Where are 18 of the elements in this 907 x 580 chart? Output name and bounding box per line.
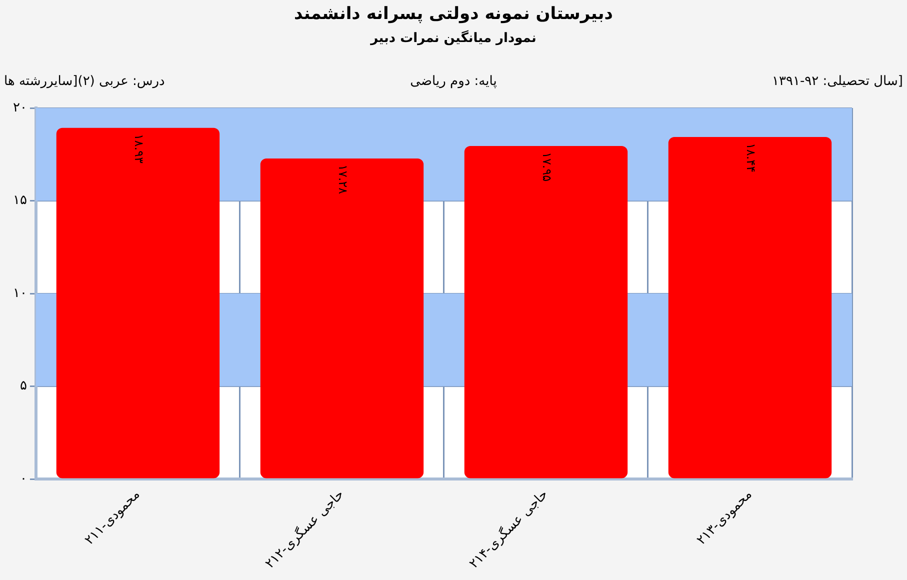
data-label: ۱۸.۹۳: [132, 134, 146, 164]
y-tick-label: ۲۰: [12, 100, 27, 116]
data-label: ۱۸.۴۴: [744, 142, 758, 173]
x-tick-label: محمودی-۲۱۳: [694, 487, 756, 548]
y-tick-label: ۰: [20, 471, 27, 486]
chart-title: دبیرستان نمونه دولتی پسرانه دانشمند: [293, 4, 614, 24]
chart-subtitle: نمودار میانگین نمرات دبیر: [369, 31, 538, 46]
text: [سال تحصیلی: ۹۲-۱۳۹۱: [772, 74, 903, 89]
y-tick-label: ۱۰: [12, 286, 27, 301]
text: پایه: دوم ریاضی: [410, 74, 497, 89]
x-tick-label: محمودی-۲۱۱: [82, 487, 144, 548]
data-label: ۱۷.۹۵: [540, 152, 554, 182]
data-label: ۱۷.۲۸: [336, 164, 350, 195]
x-tick-label: حاجی عسگری-۲۱۴: [466, 486, 552, 572]
y-tick-label: ۱۵: [12, 193, 27, 208]
text: درس: عربی (۲)[سایررشته ها: [4, 74, 165, 89]
x-tick-label: حاجی عسگری-۲۱۲: [262, 486, 348, 572]
y-tick-label: ۵: [20, 378, 27, 394]
